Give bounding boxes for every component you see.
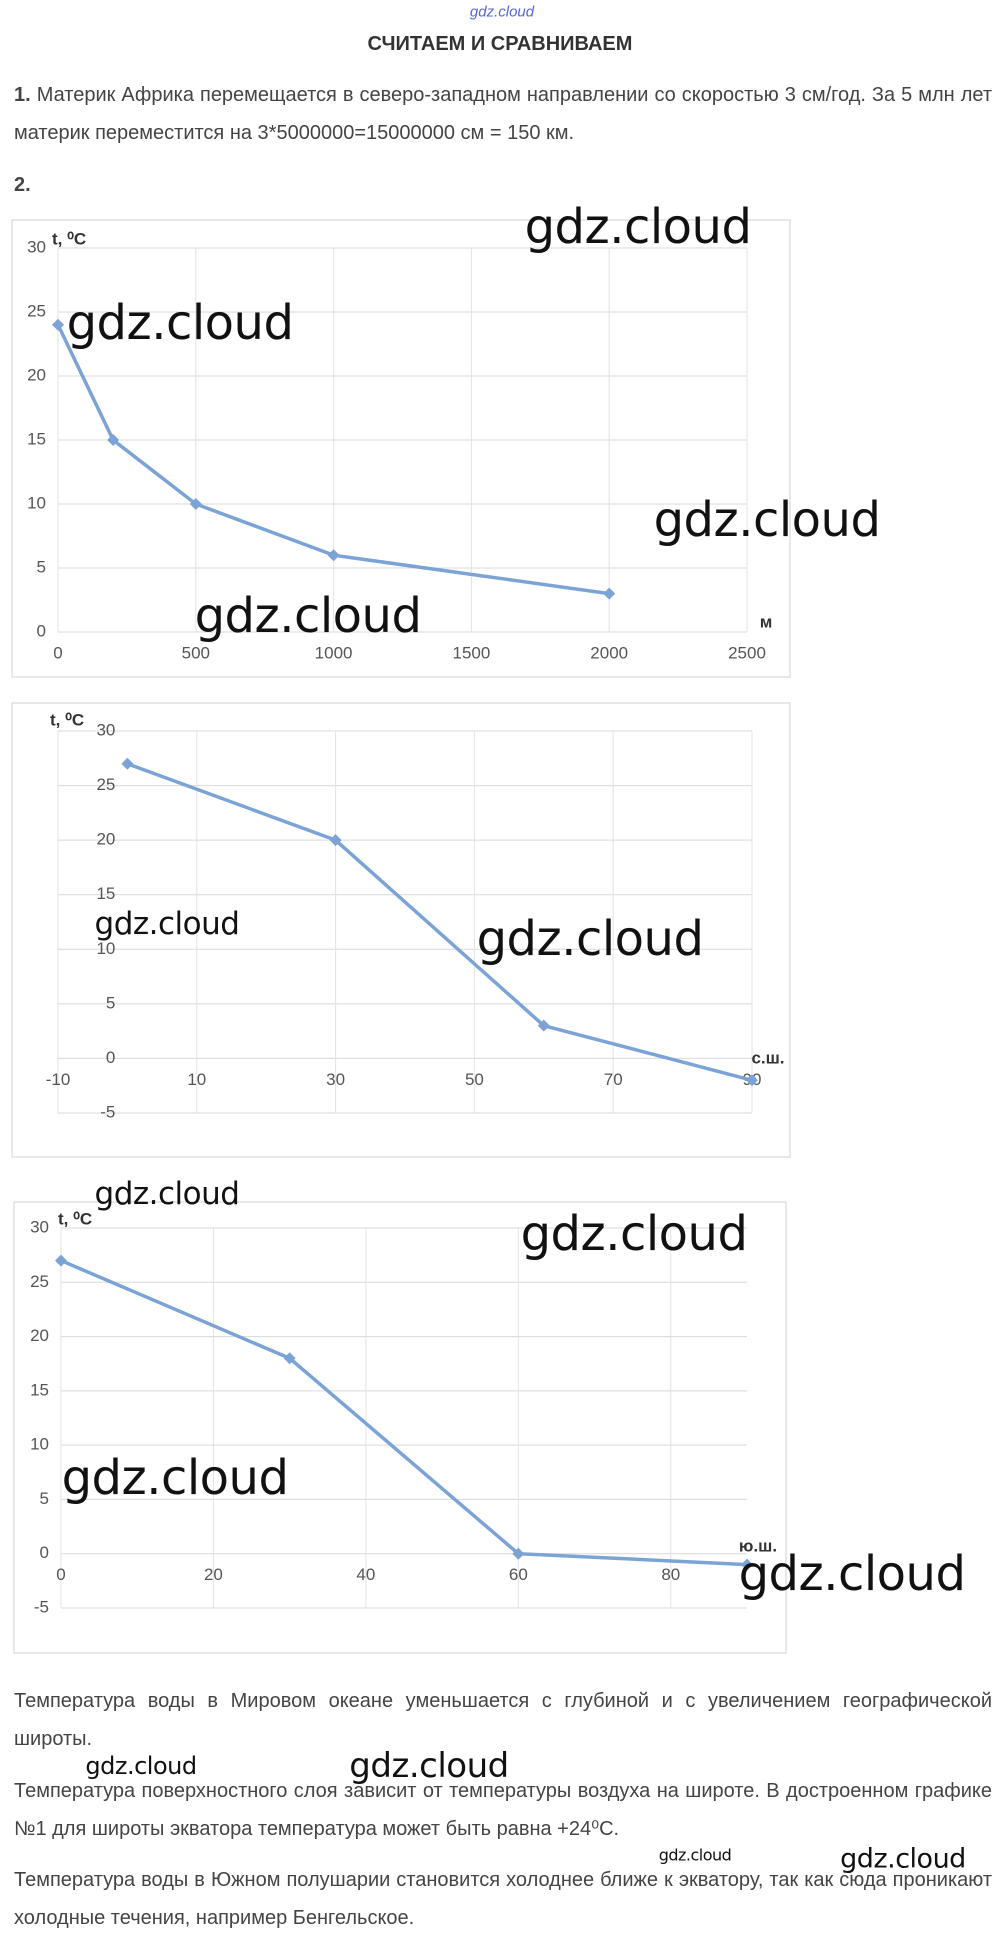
x-tick-label: 500 <box>182 643 210 662</box>
y-tick-label: 0 <box>37 621 46 640</box>
y-tick-label: 20 <box>30 1326 49 1345</box>
x-axis-label: м <box>760 612 773 631</box>
watermark: gdz.cloud <box>66 295 294 351</box>
task-1: 1. Материк Африка перемещается в северо-… <box>14 76 992 152</box>
y-tick-label: 10 <box>96 939 115 958</box>
y-tick-label: 15 <box>27 429 46 448</box>
x-tick-label: 20 <box>204 1565 223 1584</box>
x-tick-label: 2500 <box>728 643 766 662</box>
watermark: gdz.cloud <box>94 1176 240 1212</box>
x-axis-label: с.ш. <box>751 1048 784 1067</box>
y-tick-label: 30 <box>30 1217 49 1236</box>
y-axis-label: t, ⁰C <box>58 1209 92 1228</box>
chart-frame <box>13 1201 787 1654</box>
watermark: gdz.cloud <box>840 1843 966 1875</box>
chart-frame <box>11 219 791 678</box>
y-tick-label: 0 <box>40 1543 49 1562</box>
watermark: gdz.cloud <box>653 492 881 548</box>
task-text: Материк Африка перемещается в северо-зап… <box>14 84 992 144</box>
watermark: gdz.cloud <box>524 199 752 255</box>
data-point <box>189 498 202 510</box>
y-tick-label: -5 <box>34 1597 49 1616</box>
y-tick-label: 15 <box>96 884 115 903</box>
y-tick-label: 0 <box>106 1048 115 1067</box>
y-tick-label: 20 <box>96 830 115 849</box>
data-point <box>512 1547 525 1560</box>
x-tick-label: 50 <box>465 1070 484 1089</box>
title: СЧИТАЕМ И СРАВНИВАЕМ <box>367 33 633 55</box>
y-tick-label: 5 <box>106 993 115 1012</box>
data-point <box>107 434 120 446</box>
watermark: gdz.cloud <box>61 1450 289 1506</box>
conclusion: Температура воды в Южном полушарии стано… <box>14 1869 992 1929</box>
watermark: gdz.cloud <box>476 911 704 967</box>
data-line <box>126 762 753 1082</box>
watermark: gdz.cloud <box>658 1845 732 1865</box>
x-tick-label: 40 <box>356 1565 375 1584</box>
x-tick-label: 0 <box>53 643 62 662</box>
data-point <box>55 1254 67 1267</box>
y-tick-label: 25 <box>27 301 46 320</box>
data-point <box>121 757 134 770</box>
data-point <box>327 549 340 562</box>
y-tick-label: -5 <box>100 1102 115 1121</box>
x-tick-label: 80 <box>661 1565 680 1584</box>
watermark: gdz.cloud <box>520 1206 748 1262</box>
x-tick-label: 60 <box>509 1565 528 1584</box>
y-tick-label: 25 <box>30 1272 49 1291</box>
x-tick-label: 30 <box>326 1070 345 1089</box>
y-tick-label: 5 <box>40 1489 49 1508</box>
watermark: gdz.cloud <box>194 588 422 644</box>
x-tick-label: -10 <box>46 1070 71 1089</box>
y-tick-label: 15 <box>30 1380 49 1399</box>
y-tick-label: 5 <box>37 557 46 576</box>
y-tick-label: 25 <box>96 775 115 794</box>
chart-frame <box>11 702 791 1158</box>
data-point <box>329 834 342 847</box>
data-point <box>537 1019 550 1032</box>
data-line <box>60 1258 748 1567</box>
conclusion: Температура воды в Мировом океане уменьш… <box>14 1690 992 1750</box>
y-tick-label: 30 <box>96 720 115 739</box>
x-tick-label: 0 <box>56 1565 65 1584</box>
x-tick-label: 2000 <box>590 643 628 662</box>
x-tick-label: 70 <box>604 1070 623 1089</box>
data-point <box>741 1558 753 1571</box>
watermark: gdz.cloud <box>349 1746 509 1786</box>
y-tick-label: 20 <box>27 365 46 384</box>
data-point <box>52 318 64 331</box>
data-point <box>283 1352 296 1365</box>
x-tick-label: 1500 <box>452 643 490 662</box>
data-point <box>746 1074 758 1087</box>
x-tick-label: 10 <box>187 1070 206 1089</box>
watermark: gdz.cloud <box>94 906 240 942</box>
task-number: 1. <box>14 84 31 106</box>
task-2-number: 2. <box>14 174 31 196</box>
x-axis-label: ю.ш. <box>739 1536 777 1555</box>
conclusion: Температура поверхностного слоя зависит … <box>14 1780 992 1840</box>
x-tick-label: 1000 <box>315 643 353 662</box>
watermark: gdz.cloud <box>738 1546 966 1602</box>
y-axis-label: t, ⁰C <box>50 710 84 729</box>
data-point <box>603 587 616 600</box>
y-tick-label: 30 <box>27 237 46 256</box>
y-tick-label: 10 <box>27 493 46 512</box>
watermark: gdz.cloud <box>85 1752 197 1780</box>
y-tick-label: 10 <box>30 1435 49 1454</box>
top-watermark: gdz.cloud <box>469 3 535 21</box>
y-axis-label: t, ⁰C <box>52 229 86 248</box>
